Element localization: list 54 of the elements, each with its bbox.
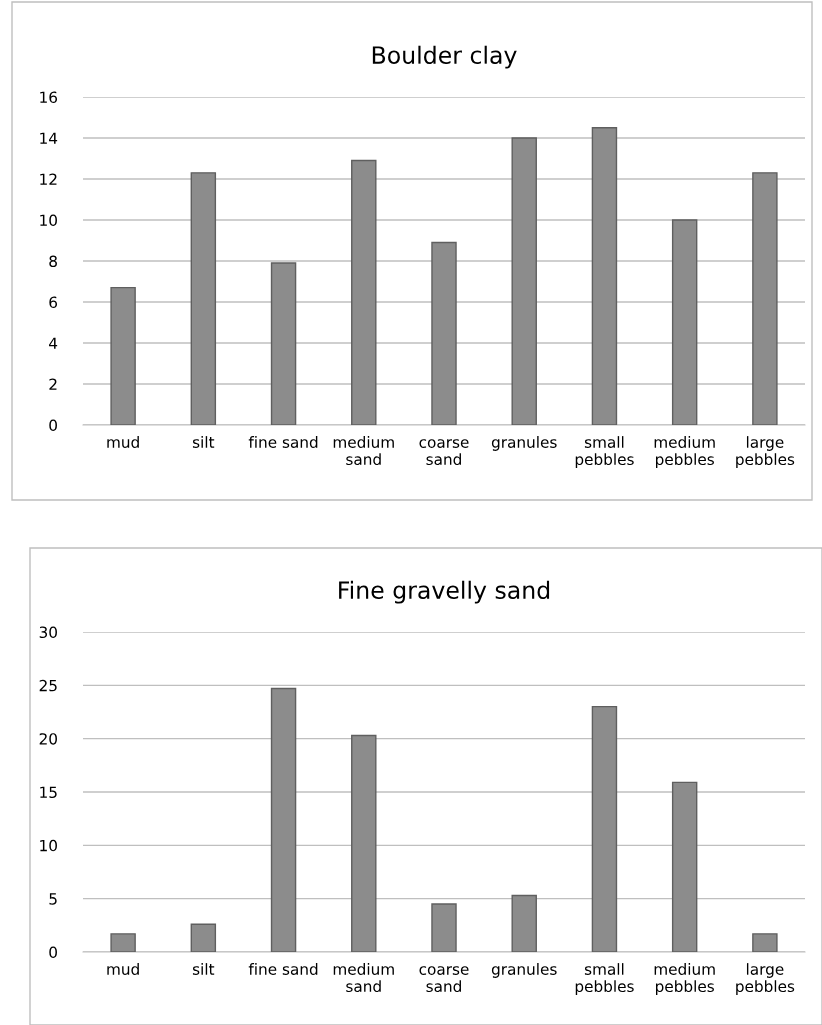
y-tick-label: 4 <box>49 337 58 349</box>
x-tick-label: fine sand <box>248 963 318 975</box>
x-tick-label: coarse sand <box>419 966 469 993</box>
bar <box>190 923 217 952</box>
x-tick-label: granules <box>491 963 557 978</box>
chart-title: Fine gravelly sand <box>339 580 550 604</box>
y-tick-label: 0 <box>49 946 57 959</box>
bar <box>671 781 698 952</box>
x-tick-label: mud <box>107 963 139 975</box>
y-tick-label: 10 <box>40 839 57 852</box>
bar <box>190 172 217 425</box>
y-tick-label: 6 <box>49 296 58 309</box>
x-tick-label: large pebbles <box>736 963 795 995</box>
x-tick-label: silt <box>192 963 215 975</box>
y-tick-label: 2 <box>49 378 57 390</box>
x-tick-label: silt <box>192 436 215 448</box>
x-tick-label: mud <box>107 436 139 448</box>
y-tick-label: 16 <box>40 91 58 104</box>
bar <box>591 127 618 425</box>
bar <box>110 933 136 952</box>
bar <box>511 894 537 952</box>
x-tick-label: medium pebbles <box>654 963 715 995</box>
x-tick-label: granules <box>491 436 557 451</box>
x-tick-label: medium pebbles <box>654 436 715 468</box>
bar <box>110 286 136 425</box>
y-tick-label: 30 <box>39 626 57 639</box>
x-tick-label: small pebbles <box>575 436 634 468</box>
bar <box>351 159 377 425</box>
bar <box>270 687 297 952</box>
bar <box>431 241 457 425</box>
y-tick-label: 14 <box>40 132 58 144</box>
bar <box>270 262 297 425</box>
bar <box>752 933 778 952</box>
y-tick-label: 20 <box>39 733 57 745</box>
y-tick-label: 12 <box>40 173 57 185</box>
x-tick-label: large pebbles <box>736 436 795 468</box>
y-tick-label: 8 <box>49 255 57 268</box>
x-tick-label: small pebbles <box>575 963 634 995</box>
bar <box>671 219 698 425</box>
bar <box>591 705 618 952</box>
x-tick-label: fine sand <box>248 436 318 448</box>
x-tick-label: coarse sand <box>419 439 469 466</box>
y-tick-label: 5 <box>49 893 57 905</box>
bar <box>431 903 457 952</box>
y-tick-label: 15 <box>40 786 57 799</box>
y-tick-label: 0 <box>49 419 57 432</box>
bar <box>752 172 778 425</box>
x-tick-label: medium sand <box>333 963 394 993</box>
chart-title: Boulder clay <box>372 45 517 69</box>
y-tick-label: 10 <box>40 214 57 227</box>
y-tick-label: 25 <box>39 679 57 692</box>
x-tick-label: medium sand <box>333 436 394 466</box>
bar <box>351 734 377 952</box>
bar <box>511 137 537 425</box>
